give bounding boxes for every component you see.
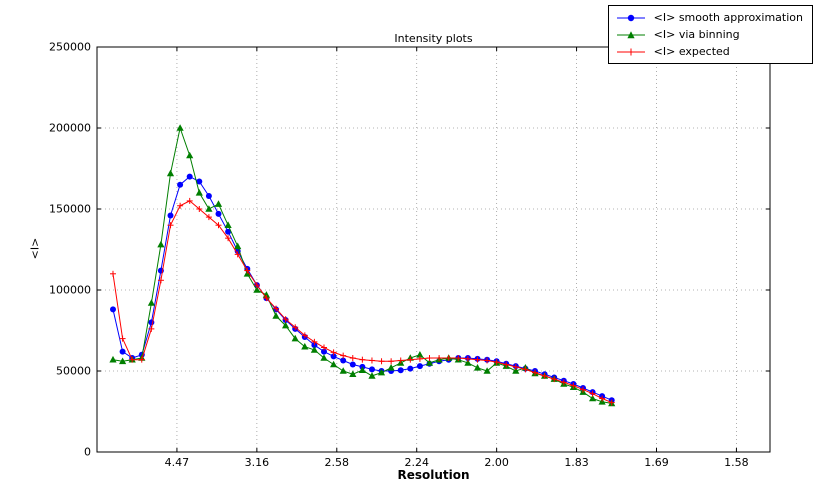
- data-point-circle: [407, 365, 414, 372]
- data-point-triangle: [301, 342, 309, 350]
- x-axis-label: Resolution: [397, 468, 470, 482]
- data-point-triangle: [512, 367, 520, 374]
- data-point-circle: [397, 367, 404, 374]
- legend-marker-plus-icon: [616, 48, 645, 55]
- x-tick-label: 2.00: [484, 456, 509, 469]
- data-point-triangle: [368, 372, 376, 379]
- data-point-triangle: [320, 354, 328, 361]
- y-axis-label: <I>: [28, 237, 42, 260]
- data-point-triangle: [205, 205, 213, 212]
- data-point-triangle: [473, 364, 482, 371]
- y-tick-label: 0: [84, 446, 91, 459]
- data-point-circle: [369, 366, 375, 373]
- data-point-circle: [330, 353, 337, 360]
- data-point-triangle: [253, 286, 261, 293]
- x-tick-label: 3.16: [245, 456, 270, 469]
- data-point-circle: [321, 348, 327, 355]
- data-point-triangle: [214, 200, 223, 207]
- x-tick-label: 2.58: [325, 456, 350, 469]
- legend-marker-circle-icon: [616, 14, 645, 21]
- data-point-circle: [196, 178, 203, 185]
- legend-item-expected: <I> expected: [615, 44, 803, 59]
- data-point-triangle: [425, 359, 434, 366]
- data-point-circle: [167, 212, 174, 219]
- data-point-triangle: [166, 169, 175, 177]
- data-point-triangle: [272, 312, 280, 319]
- plot-frame: [96, 46, 771, 453]
- data-point-circle: [110, 306, 116, 313]
- plot-area: [97, 47, 770, 452]
- data-point-triangle: [589, 394, 597, 402]
- data-point-circle: [215, 210, 222, 217]
- data-point-triangle: [310, 346, 318, 353]
- x-tick-label: 1.58: [724, 456, 749, 469]
- y-tick-label: 150000: [49, 203, 91, 216]
- data-point-triangle: [234, 242, 242, 250]
- y-tick-label: 200000: [49, 122, 91, 135]
- data-point-triangle: [416, 351, 424, 358]
- x-tick-label: 4.47: [165, 456, 190, 469]
- data-point-circle: [416, 363, 423, 370]
- data-point-triangle: [291, 334, 299, 342]
- data-point-triangle: [377, 368, 386, 376]
- data-point-triangle: [358, 366, 366, 373]
- data-point-circle: [186, 173, 193, 180]
- legend-label: <I> expected: [653, 45, 730, 58]
- chart-title: Intensity plots: [394, 32, 473, 45]
- data-point-triangle: [339, 367, 347, 374]
- x-tick-label: 1.83: [564, 456, 589, 469]
- data-point-triangle: [157, 240, 165, 248]
- y-tick-label: 50000: [56, 365, 91, 378]
- data-point-triangle: [483, 367, 491, 374]
- data-point-triangle: [464, 359, 472, 366]
- legend-item-via-binning: <I> via binning: [615, 27, 803, 42]
- y-tick-label: 100000: [49, 284, 91, 297]
- x-tick-label: 1.69: [644, 456, 669, 469]
- legend-label: <I> smooth approximation: [653, 11, 803, 24]
- series-2: [109, 197, 615, 406]
- data-point-circle: [340, 357, 347, 364]
- y-tick-label: 250000: [49, 41, 91, 54]
- data-point-triangle: [224, 221, 232, 228]
- data-point-triangle: [330, 360, 338, 368]
- legend-marker-triangle-icon: [616, 30, 645, 38]
- data-point-circle: [311, 342, 318, 349]
- data-point-triangle: [176, 124, 184, 131]
- legend-item-smooth-approximation: <I> smooth approximation: [615, 10, 803, 25]
- x-tick-label: 2.24: [404, 456, 429, 469]
- tick-labels: 4.47 3.16 2.58 2.24 2.00 1.83 1.69 1.58 0 50000 10…: [49, 41, 749, 470]
- data-point-triangle: [282, 321, 290, 329]
- data-point-triangle: [109, 355, 117, 363]
- data-point-triangle: [387, 364, 395, 371]
- data-point-circle: [119, 348, 126, 355]
- data-point-triangle: [119, 357, 127, 365]
- data-point-circle: [205, 193, 212, 199]
- data-point-triangle: [186, 151, 194, 159]
- data-point-triangle: [195, 189, 203, 196]
- data-point-triangle: [349, 370, 357, 377]
- legend-label: <I> via binning: [653, 28, 740, 41]
- legend: <I> smooth approximation <I> via binning…: [607, 5, 813, 64]
- data-point-circle: [225, 228, 232, 235]
- data-point-triangle: [147, 299, 155, 306]
- data-point-circle: [177, 181, 184, 188]
- data-point-circle: [349, 361, 356, 368]
